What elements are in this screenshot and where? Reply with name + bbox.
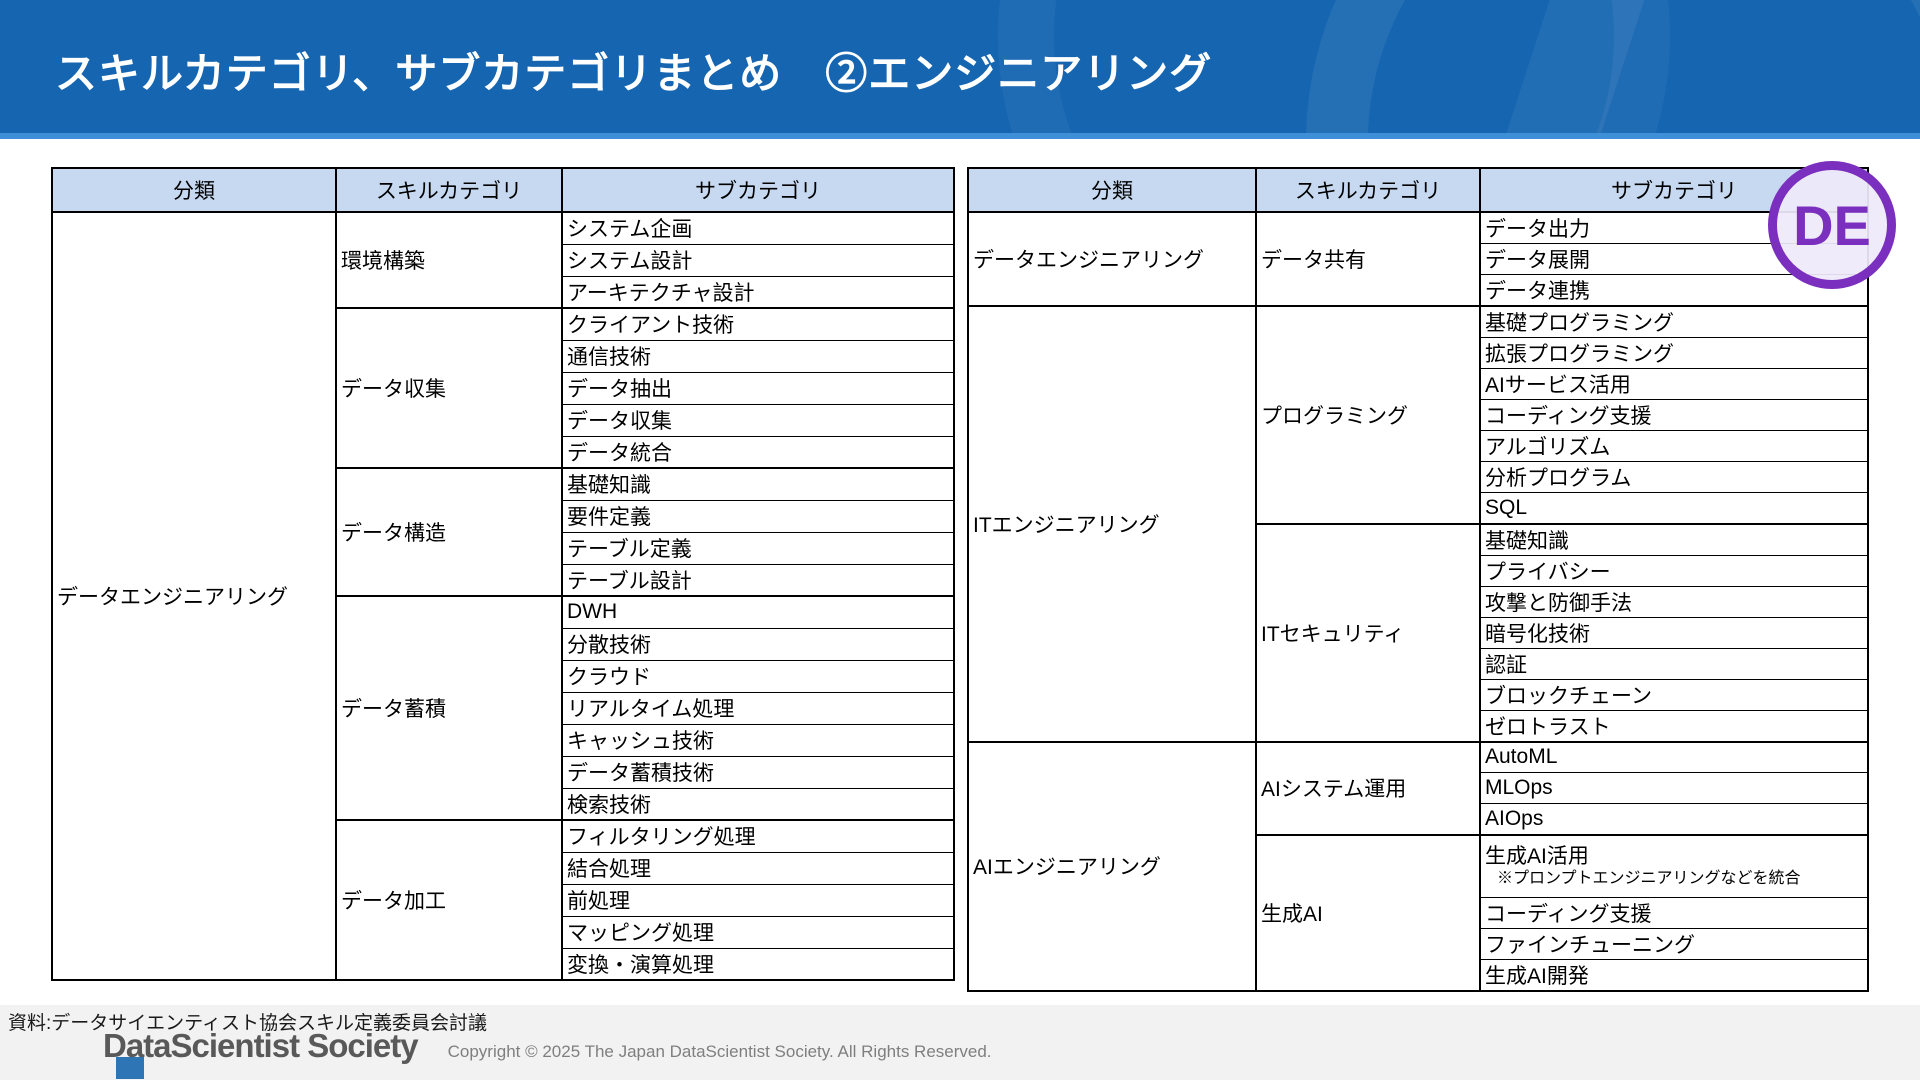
subcategory-cell: プライバシー bbox=[1479, 554, 1869, 587]
subcategory-cell: コーディング支援 bbox=[1479, 399, 1869, 431]
brand-row: DataScientist Society Copyright © 2025 T… bbox=[103, 1027, 992, 1065]
subcategory-cell: ファインチューニング bbox=[1479, 928, 1869, 960]
subcategory-cell: コーディング支援 bbox=[1479, 897, 1869, 929]
subcategory-cell: データ収集 bbox=[561, 403, 955, 437]
skill-category-cell: 環境構築 bbox=[335, 211, 563, 309]
table-header-row: 分類 スキルカテゴリ サブカテゴリ bbox=[967, 167, 1869, 213]
column-header: 分類 bbox=[967, 167, 1257, 213]
skill-category-cell: データ収集 bbox=[335, 307, 563, 469]
subcategory-cell: 前処理 bbox=[561, 883, 955, 917]
subcategory-cell: 検索技術 bbox=[561, 787, 955, 821]
skill-table-left: 分類 スキルカテゴリ サブカテゴリ データエンジニアリング 環境構築 システム企画 システ… bbox=[51, 167, 955, 981]
skill-category-cell: ITセキュリティ bbox=[1255, 522, 1481, 742]
subcategory-cell: 攻撃と防御手法 bbox=[1479, 585, 1869, 618]
subcategory-cell: 結合処理 bbox=[561, 851, 955, 885]
subcategory-cell: ゼロトラスト bbox=[1479, 709, 1869, 742]
classification-cell: AIエンジニアリング bbox=[967, 740, 1257, 992]
subcategory-cell: データ統合 bbox=[561, 435, 955, 469]
subcategory-cell: アルゴリズム bbox=[1479, 430, 1869, 462]
subcategory-cell: 基礎プログラミング bbox=[1479, 305, 1869, 338]
subcategory-label: 生成AI活用 bbox=[1485, 845, 1589, 869]
skill-table-right: 分類 スキルカテゴリ サブカテゴリ データエンジニアリング データ共有 データ出力 データ… bbox=[967, 167, 1869, 992]
subcategory-cell: DWH bbox=[561, 595, 955, 629]
subcategory-cell: マッピング処理 bbox=[561, 915, 955, 949]
subcategory-cell: キャッシュ技術 bbox=[561, 723, 955, 757]
table-header-row: 分類 スキルカテゴリ サブカテゴリ bbox=[51, 167, 955, 213]
subcategory-cell: テーブル定義 bbox=[561, 531, 955, 565]
column-header: サブカテゴリ bbox=[561, 167, 955, 213]
subcategory-cell: フィルタリング処理 bbox=[561, 819, 955, 853]
skill-category-cell: データ蓄積 bbox=[335, 595, 563, 821]
skill-category-cell: プログラミング bbox=[1255, 305, 1481, 524]
source-note: 資料:データサイエンティスト協会スキル定義委員会討議 bbox=[8, 1013, 487, 1034]
subcategory-cell: クラウド bbox=[561, 659, 955, 693]
decorative-swirl-icon bbox=[998, 0, 1670, 133]
column-header: スキルカテゴリ bbox=[335, 167, 563, 213]
footer: 資料:データサイエンティスト協会スキル定義委員会討議 DataScientist… bbox=[0, 1005, 1920, 1080]
subcategory-cell: 拡張プログラミング bbox=[1479, 337, 1869, 369]
copyright-text: Copyright © 2025 The Japan DataScientist… bbox=[447, 1042, 992, 1061]
classification-cell: ITエンジニアリング bbox=[967, 305, 1257, 742]
subcategory-cell: テーブル設計 bbox=[561, 563, 955, 597]
subcategory-note: ※プロンプトエンジニアリングなどを統合 bbox=[1497, 869, 1801, 887]
subcategory-cell: クライアント技術 bbox=[561, 307, 955, 341]
classification-cell: データエンジニアリング bbox=[967, 211, 1257, 307]
skill-category-cell: 生成AI bbox=[1255, 833, 1481, 992]
subcategory-cell: 生成AI開発 bbox=[1479, 959, 1869, 992]
subcategory-cell: 生成AI活用 ※プロンプトエンジニアリングなどを統合 bbox=[1479, 833, 1869, 898]
subcategory-cell: AutoML bbox=[1479, 740, 1869, 773]
subcategory-cell: 変換・演算処理 bbox=[561, 947, 955, 981]
skill-category-cell: AIシステム運用 bbox=[1255, 740, 1481, 835]
column-header: 分類 bbox=[51, 167, 337, 213]
subcategory-cell: データ蓄積技術 bbox=[561, 755, 955, 789]
subcategory-cell: 通信技術 bbox=[561, 339, 955, 373]
subcategory-cell: 要件定義 bbox=[561, 499, 955, 533]
subcategory-cell: 認証 bbox=[1479, 647, 1869, 680]
skill-category-cell: データ共有 bbox=[1255, 211, 1481, 307]
column-header: スキルカテゴリ bbox=[1255, 167, 1481, 213]
subcategory-cell: システム設計 bbox=[561, 243, 955, 277]
classification-cell: データエンジニアリング bbox=[51, 211, 337, 981]
header-accent-strip bbox=[0, 133, 1920, 139]
subcategory-cell: 暗号化技術 bbox=[1479, 616, 1869, 649]
de-stamp-badge: DE bbox=[1768, 161, 1896, 289]
subcategory-cell: 基礎知識 bbox=[1479, 522, 1869, 556]
subcategory-cell: MLOps bbox=[1479, 772, 1869, 804]
skill-category-cell: データ構造 bbox=[335, 467, 563, 597]
subcategory-cell: 分散技術 bbox=[561, 627, 955, 661]
subcategory-cell: システム企画 bbox=[561, 211, 955, 245]
subcategory-cell: アーキテクチャ設計 bbox=[561, 275, 955, 309]
subcategory-cell: データ抽出 bbox=[561, 371, 955, 405]
subcategory-cell: 分析プログラム bbox=[1479, 461, 1869, 493]
subcategory-cell: AIサービス活用 bbox=[1479, 368, 1869, 400]
subcategory-cell: AIOps bbox=[1479, 803, 1869, 835]
society-logo: DataScientist Society bbox=[103, 1027, 419, 1064]
subcategory-cell: 基礎知識 bbox=[561, 467, 955, 501]
skill-category-cell: データ加工 bbox=[335, 819, 563, 981]
subcategory-cell: SQL bbox=[1479, 492, 1869, 524]
title-bar: スキルカテゴリ、サブカテゴリまとめ ②エンジニアリング bbox=[0, 0, 1920, 133]
footer-blue-square-icon bbox=[116, 1057, 144, 1079]
page-title: スキルカテゴリ、サブカテゴリまとめ ②エンジニアリング bbox=[55, 50, 1213, 97]
subcategory-cell: ブロックチェーン bbox=[1479, 678, 1869, 711]
subcategory-cell: リアルタイム処理 bbox=[561, 691, 955, 725]
